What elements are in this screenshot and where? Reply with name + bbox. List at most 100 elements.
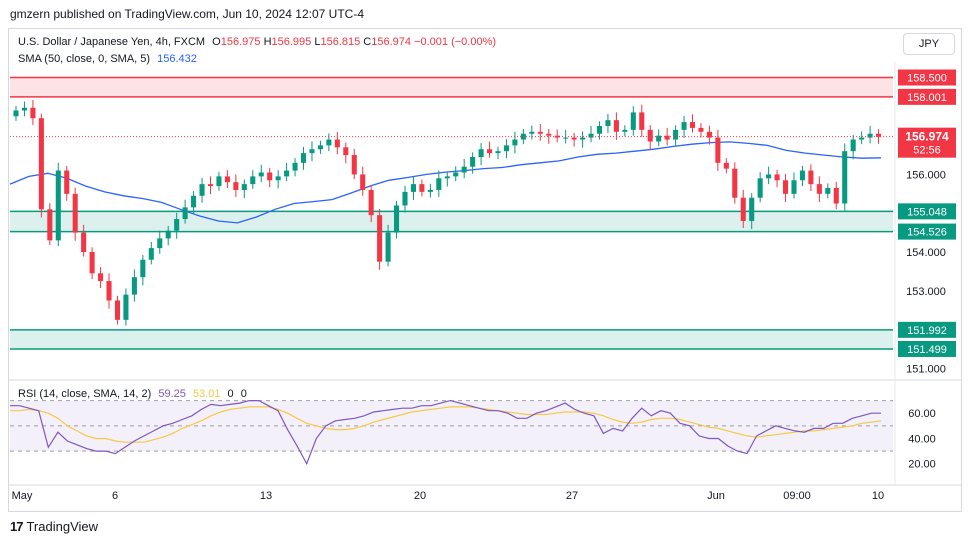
zone-0 [10, 77, 893, 97]
rsi-tick-label: 60.00 [908, 408, 936, 420]
candle [867, 133, 873, 138]
ohlc-legend: U.S. Dollar / Japanese Yen, 4h, FXCM O15… [18, 36, 496, 48]
candle [207, 184, 214, 187]
candle [182, 207, 188, 220]
candle [72, 193, 78, 233]
candle [613, 120, 619, 132]
candle [698, 127, 704, 132]
low-label: L [314, 36, 321, 48]
publisher-line: gmzern published on TradingView.com, Jun… [10, 7, 364, 21]
candle [258, 172, 264, 177]
zone-label-bg-2-1 [898, 340, 956, 357]
candle [673, 129, 679, 140]
candle [529, 131, 535, 134]
candle [630, 112, 636, 130]
candle [292, 162, 298, 171]
open-value: 156.975 [220, 36, 261, 48]
candle [563, 137, 569, 139]
candle [546, 133, 552, 136]
candle [309, 149, 315, 154]
candle [13, 110, 19, 117]
time-tick-label: 20 [414, 490, 426, 502]
candle [216, 176, 222, 187]
candle [191, 195, 197, 208]
time-tick-label: 6 [112, 490, 118, 502]
candle [656, 135, 662, 142]
candle [123, 294, 129, 320]
candle [596, 125, 603, 134]
candle [241, 184, 247, 190]
candle [148, 248, 154, 260]
candle [157, 238, 163, 249]
candle [427, 189, 433, 192]
candle [639, 112, 645, 130]
zone-price-label: 158.500 [907, 73, 947, 85]
price-axis: 158.500 158.001 155.048 154.526 151.992 151.4… [898, 69, 956, 375]
candle [487, 149, 493, 154]
sma-legend[interactable]: SMA (50, close, 0, SMA, 5) 156.432 [18, 53, 197, 65]
change-value: −0.001 (−0.00%) [414, 36, 497, 48]
candle [284, 170, 290, 177]
candle [326, 139, 332, 146]
time-tick-label: 27 [566, 490, 578, 502]
zone-1 [10, 211, 893, 232]
rsi-ma-line [10, 406, 882, 443]
candle [588, 133, 594, 138]
candle [89, 251, 95, 274]
candle [512, 139, 518, 146]
candle [351, 155, 357, 175]
candle [799, 170, 805, 181]
candle [503, 145, 510, 152]
candle [410, 184, 416, 192]
candle [393, 205, 400, 233]
candle [317, 145, 323, 150]
candle [21, 107, 27, 111]
countdown-label: 52:56 [913, 145, 941, 157]
candle [377, 215, 383, 262]
time-tick-label: May [12, 490, 33, 502]
zone-label-bg-0-0 [898, 69, 956, 86]
candle [689, 122, 696, 128]
candle [664, 135, 670, 140]
symbol-name[interactable]: U.S. Dollar / Japanese Yen, 4h, FXCM [18, 36, 206, 48]
rsi-ma-value: 53.01 [192, 388, 221, 400]
candle [114, 300, 121, 320]
zone-price-label: 151.499 [907, 344, 947, 356]
candle [791, 180, 797, 194]
candle [876, 133, 882, 137]
brand-name: TradingView [26, 519, 99, 534]
candle [850, 139, 856, 152]
time-axis: May 6 13 20 27 Jun 09:00 10 [8, 62, 962, 502]
rsi-extra-2: 0 [240, 388, 247, 400]
price-tick-label: 154.000 [906, 247, 946, 259]
close-value: 156.974 [371, 36, 412, 48]
tradingview-footer[interactable]: 17 TradingView [10, 519, 98, 534]
candle [165, 230, 171, 239]
rsi-tick-label: 20.00 [908, 459, 936, 471]
candle [334, 139, 340, 148]
candle [64, 170, 70, 194]
candle [343, 147, 349, 156]
candle [81, 232, 87, 252]
sma-layer [9, 141, 882, 224]
price-tick-label: 156.000 [906, 169, 946, 181]
candle [461, 166, 467, 173]
candle [30, 107, 36, 119]
candle [267, 172, 273, 181]
candle [782, 180, 789, 194]
candle [766, 174, 772, 179]
candle [106, 281, 112, 301]
candle [605, 120, 611, 126]
rsi-tick-label: 40.00 [908, 433, 936, 445]
time-tick-label: Jun [707, 490, 725, 502]
tradingview-logo-icon: 17 [10, 519, 24, 534]
candle [174, 219, 180, 231]
rsi-legend[interactable]: RSI (14, close, SMA, 14, 2) 59.25 53.01 … [18, 388, 247, 400]
currency-button[interactable]: JPY [903, 33, 955, 55]
candle [723, 162, 729, 169]
candle [453, 172, 459, 177]
candle [38, 118, 44, 210]
high-label: H [263, 36, 272, 48]
candle [495, 151, 501, 154]
